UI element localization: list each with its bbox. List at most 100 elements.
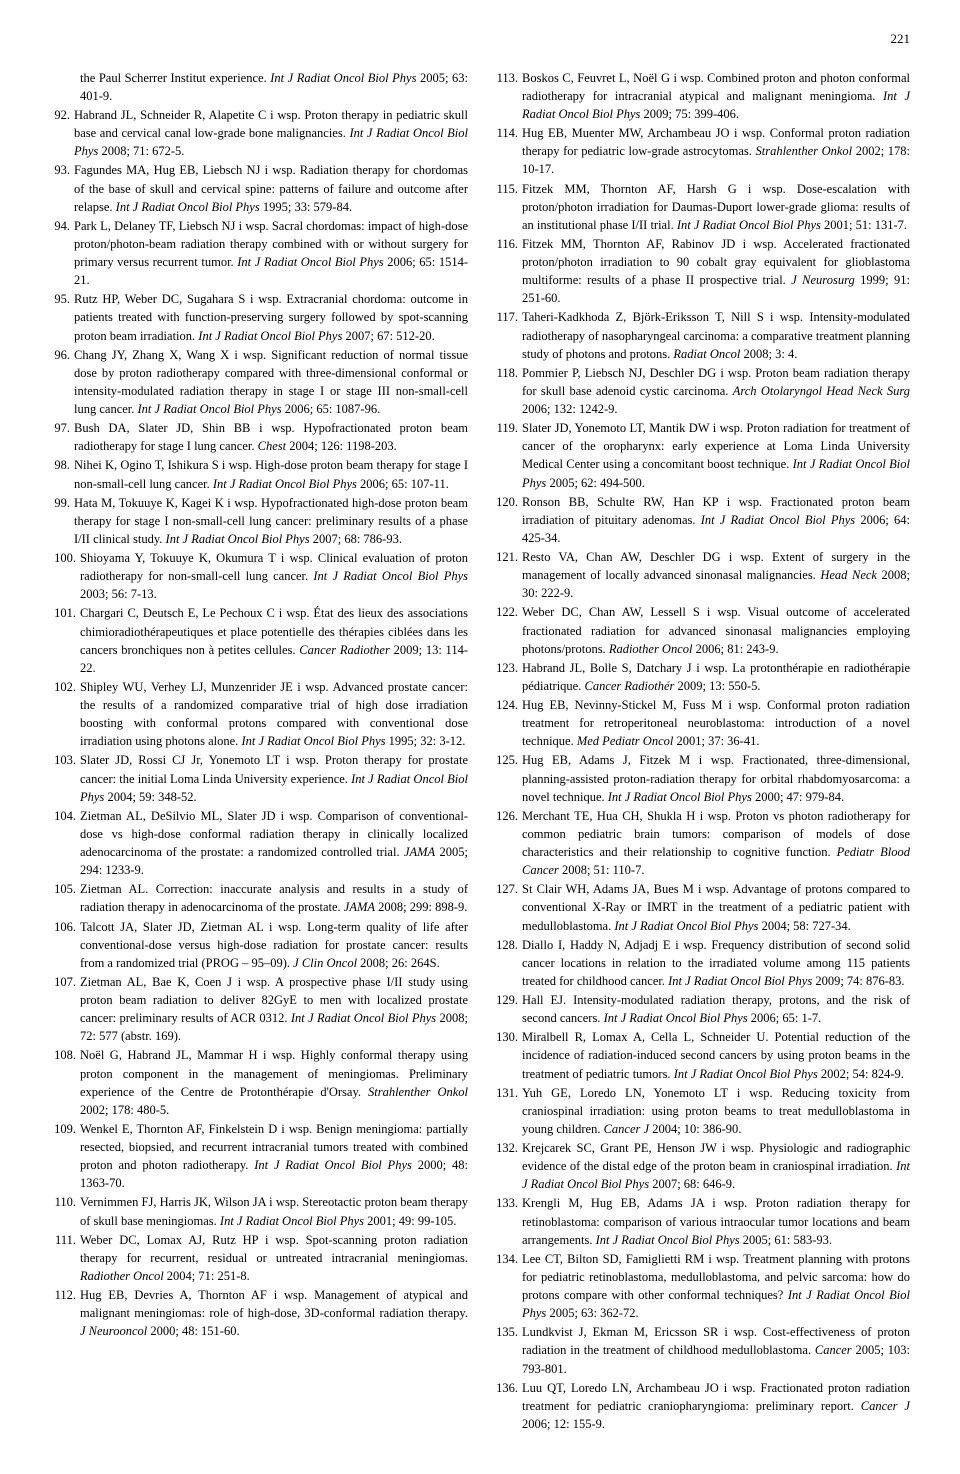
reference-number: 116.	[492, 235, 518, 308]
reference-number: 92.	[50, 106, 70, 160]
reference-text: St Clair WH, Adams JA, Bues M i wsp. Adv…	[522, 880, 910, 934]
reference-item: 102.Shipley WU, Verhey LJ, Munzenrider J…	[50, 678, 468, 751]
reference-text: Zietman AL. Correction: inaccurate analy…	[80, 880, 468, 916]
reference-text: Miralbell R, Lomax A, Cella L, Schneider…	[522, 1028, 910, 1082]
reference-text: Slater JD, Rossi CJ Jr, Yonemoto LT i ws…	[80, 751, 468, 805]
reference-number: 132.	[492, 1139, 518, 1193]
reference-item: 105.Zietman AL. Correction: inaccurate a…	[50, 880, 468, 916]
reference-text: Habrand JL, Schneider R, Alapetite C i w…	[74, 106, 468, 160]
reference-number: 100.	[50, 549, 76, 603]
reference-item: 128.Diallo I, Haddy N, Adjadj E i wsp. F…	[492, 936, 910, 990]
reference-item: 133.Krengli M, Hug EB, Adams JA i wsp. P…	[492, 1194, 910, 1248]
reference-continuation: the Paul Scherrer Institut experience. I…	[80, 69, 468, 105]
reference-text: Boskos C, Feuvret L, Noël G i wsp. Combi…	[522, 69, 910, 123]
reference-text: Weber DC, Chan AW, Lessell S i wsp. Visu…	[522, 603, 910, 657]
reference-number: 114.	[492, 124, 518, 178]
left-column: the Paul Scherrer Institut experience. I…	[50, 69, 468, 1434]
reference-number: 129.	[492, 991, 518, 1027]
reference-text: Diallo I, Haddy N, Adjadj E i wsp. Frequ…	[522, 936, 910, 990]
reference-number: 94.	[50, 217, 70, 290]
reference-item: 124.Hug EB, Nevinny-Stickel M, Fuss M i …	[492, 696, 910, 750]
reference-number: 99.	[50, 494, 70, 548]
reference-number: 101.	[50, 604, 76, 677]
reference-number: 103.	[50, 751, 76, 805]
reference-item: 106.Talcott JA, Slater JD, Zietman AL i …	[50, 918, 468, 972]
reference-number: 134.	[492, 1250, 518, 1323]
reference-text: Shioyama Y, Tokuuye K, Okumura T i wsp. …	[80, 549, 468, 603]
reference-text: Vernimmen FJ, Harris JK, Wilson JA i wsp…	[80, 1193, 468, 1229]
reference-item: 116.Fitzek MM, Thornton AF, Rabinov JD i…	[492, 235, 910, 308]
reference-number: 104.	[50, 807, 76, 880]
reference-item: 100.Shioyama Y, Tokuuye K, Okumura T i w…	[50, 549, 468, 603]
reference-item: 97.Bush DA, Slater JD, Shin BB i wsp. Hy…	[50, 419, 468, 455]
reference-text: Resto VA, Chan AW, Deschler DG i wsp. Ex…	[522, 548, 910, 602]
reference-number: 106.	[50, 918, 76, 972]
reference-item: 113.Boskos C, Feuvret L, Noël G i wsp. C…	[492, 69, 910, 123]
reference-item: 117.Taheri-Kadkhoda Z, Björk-Eriksson T,…	[492, 308, 910, 362]
right-column: 113.Boskos C, Feuvret L, Noël G i wsp. C…	[492, 69, 910, 1434]
reference-number: 122.	[492, 603, 518, 657]
reference-text: Talcott JA, Slater JD, Zietman AL i wsp.…	[80, 918, 468, 972]
reference-text: Chang JY, Zhang X, Wang X i wsp. Signifi…	[74, 346, 468, 419]
reference-item: 127.St Clair WH, Adams JA, Bues M i wsp.…	[492, 880, 910, 934]
reference-item: 118.Pommier P, Liebsch NJ, Deschler DG i…	[492, 364, 910, 418]
reference-text: Krejcarek SC, Grant PE, Henson JW i wsp.…	[522, 1139, 910, 1193]
reference-item: 92.Habrand JL, Schneider R, Alapetite C …	[50, 106, 468, 160]
reference-number: 127.	[492, 880, 518, 934]
reference-number: 105.	[50, 880, 76, 916]
reference-text: Hug EB, Adams J, Fitzek M i wsp. Fractio…	[522, 751, 910, 805]
reference-text: Hug EB, Devries A, Thornton AF i wsp. Ma…	[80, 1286, 468, 1340]
reference-item: 99.Hata M, Tokuuye K, Kagei K i wsp. Hyp…	[50, 494, 468, 548]
reference-number: 121.	[492, 548, 518, 602]
reference-number: 109.	[50, 1120, 76, 1193]
reference-text: Fagundes MA, Hug EB, Liebsch NJ i wsp. R…	[74, 161, 468, 215]
reference-text: Luu QT, Loredo LN, Archambeau JO i wsp. …	[522, 1379, 910, 1433]
reference-number: 115.	[492, 180, 518, 234]
reference-item: 98.Nihei K, Ogino T, Ishikura S i wsp. H…	[50, 456, 468, 492]
reference-item: 123.Habrand JL, Bolle S, Datchary J i ws…	[492, 659, 910, 695]
reference-number: 119.	[492, 419, 518, 492]
reference-text: Bush DA, Slater JD, Shin BB i wsp. Hypof…	[74, 419, 468, 455]
reference-item: 93.Fagundes MA, Hug EB, Liebsch NJ i wsp…	[50, 161, 468, 215]
reference-item: 135.Lundkvist J, Ekman M, Ericsson SR i …	[492, 1323, 910, 1377]
reference-text: Nihei K, Ogino T, Ishikura S i wsp. High…	[74, 456, 468, 492]
reference-text: Hug EB, Nevinny-Stickel M, Fuss M i wsp.…	[522, 696, 910, 750]
reference-text: Lundkvist J, Ekman M, Ericsson SR i wsp.…	[522, 1323, 910, 1377]
reference-item: 132.Krejcarek SC, Grant PE, Henson JW i …	[492, 1139, 910, 1193]
reference-number: 98.	[50, 456, 70, 492]
reference-item: 119.Slater JD, Yonemoto LT, Mantik DW i …	[492, 419, 910, 492]
reference-number: 125.	[492, 751, 518, 805]
reference-number: 124.	[492, 696, 518, 750]
reference-number: 96.	[50, 346, 70, 419]
reference-item: 121.Resto VA, Chan AW, Deschler DG i wsp…	[492, 548, 910, 602]
reference-text: Habrand JL, Bolle S, Datchary J i wsp. L…	[522, 659, 910, 695]
reference-text: Chargari C, Deutsch E, Le Pechoux C i ws…	[80, 604, 468, 677]
reference-number: 108.	[50, 1046, 76, 1119]
reference-number: 102.	[50, 678, 76, 751]
reference-text: Wenkel E, Thornton AF, Finkelstein D i w…	[80, 1120, 468, 1193]
reference-number: 128.	[492, 936, 518, 990]
reference-text: Hall EJ. Intensity-modulated radiation t…	[522, 991, 910, 1027]
reference-text: Lee CT, Bilton SD, Famiglietti RM i wsp.…	[522, 1250, 910, 1323]
reference-item: 115.Fitzek MM, Thornton AF, Harsh G i ws…	[492, 180, 910, 234]
reference-number: 97.	[50, 419, 70, 455]
reference-item: 111.Weber DC, Lomax AJ, Rutz HP i wsp. S…	[50, 1231, 468, 1285]
reference-text: Noël G, Habrand JL, Mammar H i wsp. High…	[80, 1046, 468, 1119]
reference-item: 104.Zietman AL, DeSilvio ML, Slater JD i…	[50, 807, 468, 880]
reference-item: 120.Ronson BB, Schulte RW, Han KP i wsp.…	[492, 493, 910, 547]
reference-item: 103.Slater JD, Rossi CJ Jr, Yonemoto LT …	[50, 751, 468, 805]
reference-item: 110.Vernimmen FJ, Harris JK, Wilson JA i…	[50, 1193, 468, 1229]
reference-text: Rutz HP, Weber DC, Sugahara S i wsp. Ext…	[74, 290, 468, 344]
reference-text: Park L, Delaney TF, Liebsch NJ i wsp. Sa…	[74, 217, 468, 290]
reference-text: Hug EB, Muenter MW, Archambeau JO i wsp.…	[522, 124, 910, 178]
reference-number: 107.	[50, 973, 76, 1046]
reference-text: Merchant TE, Hua CH, Shukla H i wsp. Pro…	[522, 807, 910, 880]
reference-number: 95.	[50, 290, 70, 344]
reference-item: 130.Miralbell R, Lomax A, Cella L, Schne…	[492, 1028, 910, 1082]
reference-text: Slater JD, Yonemoto LT, Mantik DW i wsp.…	[522, 419, 910, 492]
reference-text: Shipley WU, Verhey LJ, Munzenrider JE i …	[80, 678, 468, 751]
reference-item: 96.Chang JY, Zhang X, Wang X i wsp. Sign…	[50, 346, 468, 419]
reference-columns: the Paul Scherrer Institut experience. I…	[50, 69, 910, 1434]
reference-item: 131.Yuh GE, Loredo LN, Yonemoto LT i wsp…	[492, 1084, 910, 1138]
reference-number: 117.	[492, 308, 518, 362]
